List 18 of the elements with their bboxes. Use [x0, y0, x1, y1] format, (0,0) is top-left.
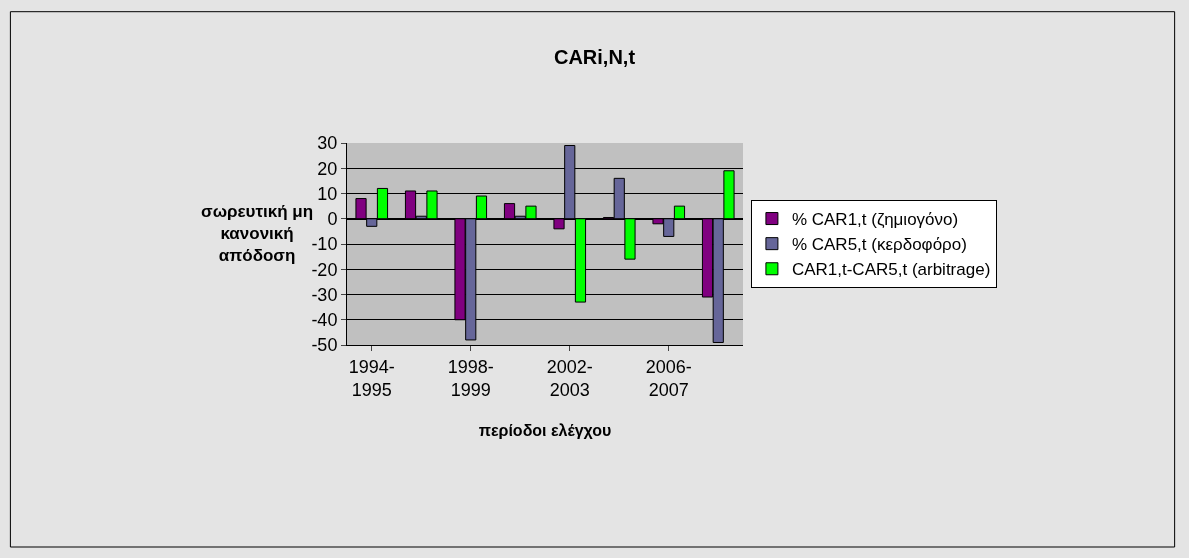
- y-tick-label: -30: [311, 284, 338, 305]
- y-tick-label: -50: [311, 335, 338, 356]
- x-tick-label: 2006- 2007: [645, 356, 692, 400]
- x-tick-label: 2002- 2003: [546, 356, 593, 400]
- y-tick-label: 20: [317, 158, 338, 179]
- legend-label: CAR1,t-CAR5,t (arbitrage): [791, 260, 991, 280]
- y-tick-label: -40: [311, 310, 338, 331]
- y-tick-label: 10: [317, 183, 338, 204]
- y-tick-label: 30: [317, 133, 338, 154]
- legend-label: % CAR1,t (ζημιογόνο): [791, 210, 959, 230]
- x-tick-label: 1998- 1999: [447, 356, 494, 400]
- x-axis-title: περίοδοι ελέγχου: [478, 421, 612, 439]
- chart-title: CARi,N,t: [553, 46, 636, 69]
- y-tick-label: -20: [311, 259, 338, 280]
- y-tick-label: 0: [327, 209, 338, 230]
- y-tick-label: -10: [311, 234, 338, 255]
- x-tick-label: 1994- 1995: [348, 356, 395, 400]
- legend-label: % CAR5,t (κερδοφόρο): [791, 235, 967, 255]
